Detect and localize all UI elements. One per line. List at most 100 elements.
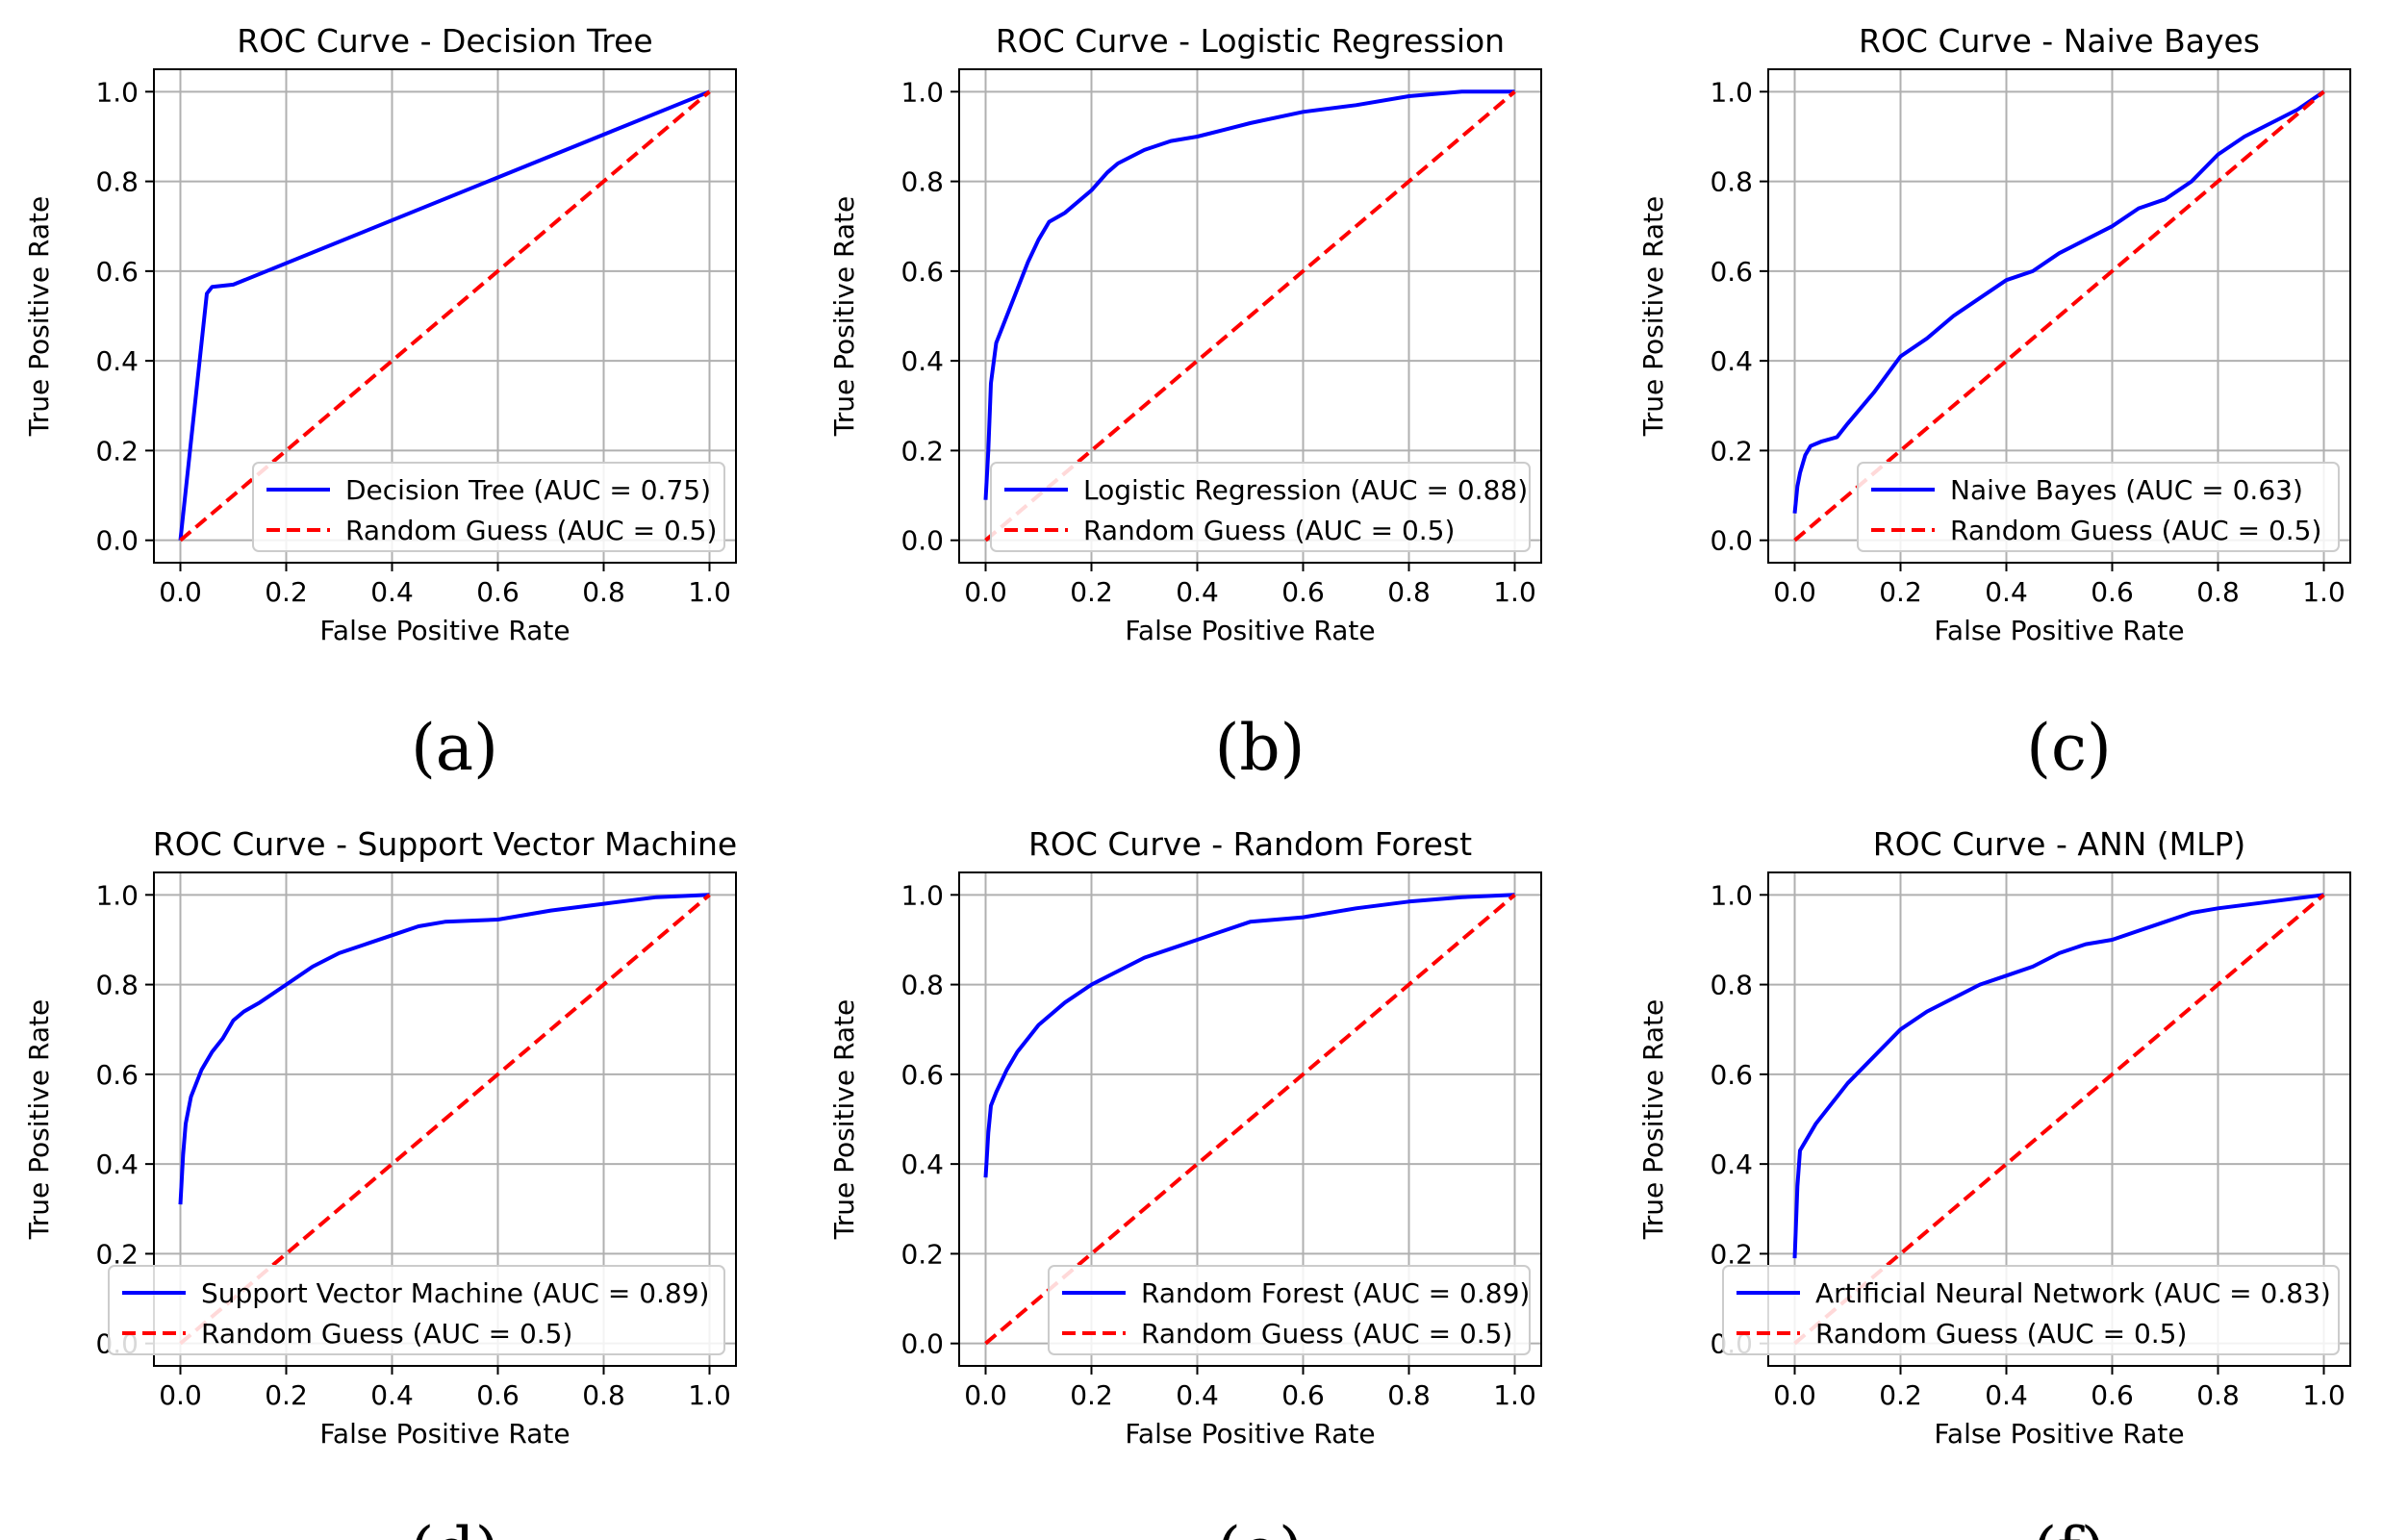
axes-frame bbox=[1767, 871, 2351, 1367]
y-tick-label: 0.2 bbox=[900, 435, 944, 467]
x-tick-label: 1.0 bbox=[2302, 1379, 2345, 1411]
legend-entry: Random Guess (AUC = 0.5) bbox=[201, 1318, 572, 1350]
y-tick-label: 1.0 bbox=[900, 879, 944, 911]
y-tick-label: 0.8 bbox=[95, 166, 139, 198]
y-tick-label: 0.6 bbox=[900, 1059, 944, 1091]
x-tick-label: 0.0 bbox=[1773, 1379, 1816, 1411]
x-tick-label: 0.6 bbox=[476, 1379, 520, 1411]
x-tick-label: 0.6 bbox=[2091, 1379, 2134, 1411]
y-tick-label: 0.6 bbox=[95, 1059, 139, 1091]
y-tick-label: 0.2 bbox=[1710, 1238, 1753, 1270]
y-axis-label: True Positive Rate bbox=[828, 999, 860, 1240]
x-tick-label: 0.2 bbox=[1070, 576, 1113, 608]
chart-panel-4: 0.00.00.20.20.40.40.60.60.80.81.01.0Supp… bbox=[23, 825, 737, 1540]
y-axis-label: True Positive Rate bbox=[23, 999, 55, 1240]
legend-entry: Random Guess (AUC = 0.5) bbox=[1950, 515, 2321, 546]
panel-label: (f) bbox=[2033, 1514, 2106, 1540]
y-tick-label: 0.2 bbox=[95, 1238, 139, 1270]
y-tick-label: 0.6 bbox=[900, 256, 944, 288]
legend: Random Forest (AUC = 0.89) Random Guess (… bbox=[1048, 1265, 1531, 1355]
legend-box bbox=[1857, 462, 2340, 552]
chart-panel-1: 0.0 0.0 0.2 0.2 0.4 0.4 0.6 0.6 0.8 0.8 1.0 1.0 Deci… bbox=[23, 22, 737, 785]
x-axis-label: False Positive Rate bbox=[1125, 1418, 1375, 1450]
x-axis-label: False Positive Rate bbox=[1934, 615, 2184, 646]
y-axis-label: True Positive Rate bbox=[23, 196, 55, 437]
legend-entry: Support Vector Machine (AUC = 0.89) bbox=[201, 1277, 709, 1309]
random-guess-line bbox=[179, 89, 711, 543]
y-tick-label: 0.8 bbox=[1710, 970, 1753, 1001]
panel-label: (e) bbox=[1216, 1514, 1304, 1540]
legend: Naive Bayes (AUC = 0.63) Random Guess (AU… bbox=[1857, 462, 2340, 552]
roc-curve-line bbox=[983, 893, 1515, 1178]
legend-box bbox=[990, 462, 1531, 552]
x-tick-label: 1.0 bbox=[688, 1379, 731, 1411]
legend-box bbox=[1722, 1265, 2340, 1355]
legend-entry: Naive Bayes (AUC = 0.63) bbox=[1950, 474, 2303, 506]
y-tick-label: 1.0 bbox=[95, 879, 139, 911]
legend: Support Vector Machine (AUC = 0.89) Rando… bbox=[108, 1265, 725, 1355]
y-tick-label: 0.4 bbox=[900, 345, 944, 377]
x-tick-label: 0.2 bbox=[265, 576, 308, 608]
axes-frame bbox=[958, 871, 1542, 1367]
x-tick-label: 0.8 bbox=[2196, 576, 2240, 608]
y-tick-label: 0.2 bbox=[95, 435, 139, 467]
panel-label: (d) bbox=[410, 1514, 500, 1540]
legend-entry: Random Guess (AUC = 0.5) bbox=[1815, 1318, 2187, 1350]
roc-curve-line bbox=[1792, 893, 2324, 1259]
y-tick-label: 0.6 bbox=[1710, 256, 1753, 288]
x-tick-label: 0.4 bbox=[1985, 576, 2028, 608]
y-tick-label: 0.6 bbox=[1710, 1059, 1753, 1091]
y-tick-label: 0.4 bbox=[1710, 1149, 1753, 1180]
chart-title: ROC Curve - ANN (MLP) bbox=[1873, 825, 2246, 863]
y-tick-label: 0.2 bbox=[900, 1238, 944, 1270]
chart-title: ROC Curve - Support Vector Machine bbox=[153, 825, 737, 863]
x-tick-label: 0.8 bbox=[582, 576, 625, 608]
legend-entry: Logistic Regression (AUC = 0.88) bbox=[1083, 474, 1528, 506]
x-tick-label: 0.2 bbox=[265, 1379, 308, 1411]
x-tick-label: 0.8 bbox=[1387, 576, 1431, 608]
x-tick-label: 0.4 bbox=[1176, 1379, 1219, 1411]
x-tick-label: 0.0 bbox=[1773, 576, 1816, 608]
y-tick-label: 0.4 bbox=[95, 345, 139, 377]
y-tick-label: 1.0 bbox=[1710, 879, 1753, 911]
y-tick-label: 1.0 bbox=[900, 76, 944, 108]
roc-curve-line bbox=[178, 89, 711, 541]
axes-frame bbox=[1767, 68, 2351, 564]
x-tick-label: 0.2 bbox=[1879, 576, 1922, 608]
random-guess-line bbox=[984, 89, 1516, 543]
x-tick-label: 0.4 bbox=[370, 576, 414, 608]
x-tick-label: 0.2 bbox=[1879, 1379, 1922, 1411]
x-tick-label: 0.8 bbox=[1387, 1379, 1431, 1411]
x-tick-label: 0.2 bbox=[1070, 1379, 1113, 1411]
x-tick-label: 0.4 bbox=[1176, 576, 1219, 608]
x-tick-label: 0.4 bbox=[1985, 1379, 2028, 1411]
x-tick-label: 0.0 bbox=[964, 1379, 1007, 1411]
x-tick-label: 1.0 bbox=[1493, 576, 1536, 608]
panel-label: (b) bbox=[1215, 711, 1306, 785]
y-tick-label: 0.2 bbox=[1710, 435, 1753, 467]
legend-box bbox=[108, 1265, 725, 1355]
x-axis-label: False Positive Rate bbox=[1934, 1418, 2184, 1450]
x-tick-label: 0.0 bbox=[159, 1379, 202, 1411]
legend-entry: Decision Tree (AUC = 0.75) bbox=[345, 474, 711, 506]
y-tick-label: 0.4 bbox=[95, 1149, 139, 1180]
legend: Logistic Regression (AUC = 0.88) Random G… bbox=[990, 462, 1531, 552]
chart-title: ROC Curve - Random Forest bbox=[1028, 825, 1472, 863]
legend-box bbox=[1048, 1265, 1531, 1355]
x-tick-label: 0.6 bbox=[476, 576, 520, 608]
x-tick-label: 1.0 bbox=[688, 576, 731, 608]
x-tick-label: 1.0 bbox=[1493, 1379, 1536, 1411]
x-axis-label: False Positive Rate bbox=[1125, 615, 1375, 646]
chart-title: ROC Curve - Naive Bayes bbox=[1859, 22, 2260, 60]
legend-entry: Random Forest (AUC = 0.89) bbox=[1141, 1277, 1530, 1309]
y-tick-label: 0.8 bbox=[900, 970, 944, 1001]
legend: Decision Tree (AUC = 0.75) Random Guess (… bbox=[252, 462, 725, 552]
x-tick-label: 0.8 bbox=[582, 1379, 625, 1411]
y-tick-label: 0.0 bbox=[900, 525, 944, 557]
random-guess-line bbox=[1793, 893, 2325, 1346]
x-tick-label: 0.6 bbox=[1281, 1379, 1325, 1411]
legend-entry: Artificial Neural Network (AUC = 0.83) bbox=[1815, 1277, 2331, 1309]
legend-entry: Random Guess (AUC = 0.5) bbox=[1141, 1318, 1512, 1350]
x-tick-label: 0.0 bbox=[964, 576, 1007, 608]
